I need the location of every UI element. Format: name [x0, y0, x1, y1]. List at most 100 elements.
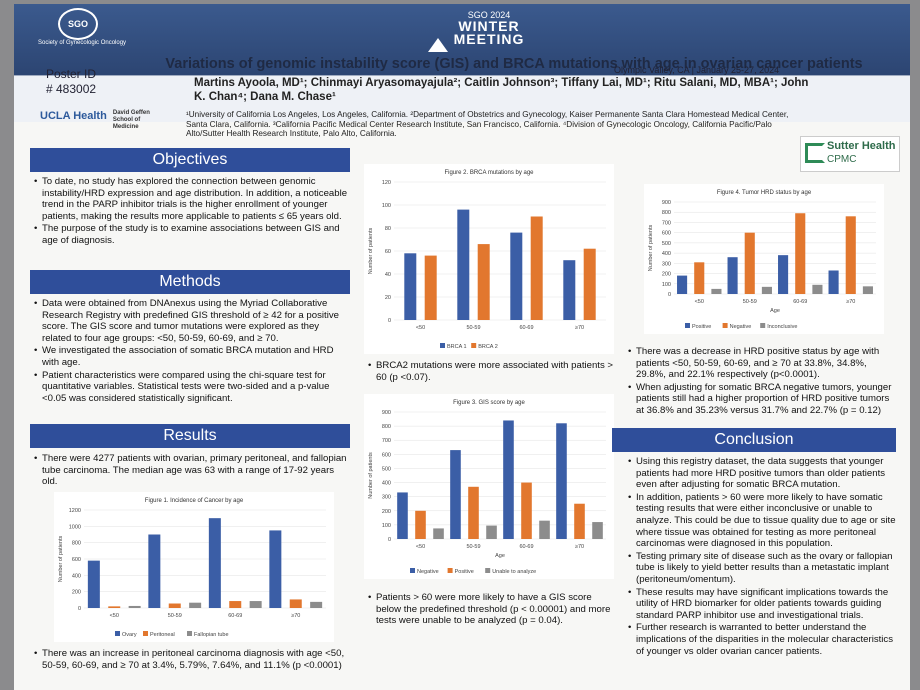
x-tick-label: 60-69: [519, 325, 533, 331]
bar-unable-to-analyze: [486, 525, 497, 539]
legend-swatch: [440, 343, 445, 348]
poster: SGO Society of Gynecologic Oncology SGO …: [14, 4, 910, 690]
bar-positive: [828, 270, 839, 294]
mountain-icon: [428, 38, 448, 52]
results-text: There were 4277 patients with ovarian, p…: [32, 453, 350, 489]
chart-title: Figure 1. Incidence of Cancer by age: [145, 498, 244, 504]
chart-title: Figure 2. BRCA mutations by age: [444, 170, 534, 176]
legend-label: Fallopian tube: [194, 632, 229, 638]
bar-brca-2: [530, 216, 543, 320]
y-tick-label: 700: [382, 438, 391, 444]
bar-positive: [415, 510, 426, 539]
bar-ovary: [208, 518, 221, 608]
sutter-logo: Sutter Health CPMC: [800, 136, 900, 172]
meeting-logo: SGO 2024 WINTER MEETING: [414, 10, 564, 52]
y-tick-label: 80: [385, 226, 391, 232]
y-tick-label: 300: [662, 261, 671, 267]
x-tick-label: ≥70: [291, 613, 300, 619]
y-tick-label: 900: [662, 200, 671, 206]
legend-swatch: [115, 631, 120, 636]
legend-swatch: [722, 323, 728, 328]
bar-brca-2: [424, 255, 437, 320]
legend-swatch: [187, 631, 192, 636]
legend-label: Ovary: [122, 632, 137, 638]
bar-ovary: [269, 530, 282, 608]
y-tick-label: 100: [662, 282, 671, 288]
bar-fallopian-tube: [310, 601, 323, 608]
results-heading: Results: [30, 424, 350, 448]
bar-inconclusive: [862, 286, 873, 294]
figure-3: Figure 3. GIS score by age 0 100 200 300 400 5…: [364, 394, 614, 579]
legend-swatch: [143, 631, 148, 636]
figure-3-note: Patients > 60 were more likely to have a…: [366, 592, 616, 628]
y-tick-label: 1000: [69, 524, 81, 530]
bar-negative: [503, 420, 514, 539]
bar-fallopian-tube: [189, 602, 202, 608]
bar-brca-2: [583, 248, 596, 320]
legend-label: Unable to analyze: [492, 569, 536, 575]
y-tick-label: 100: [382, 203, 391, 209]
y-tick-label: 600: [72, 557, 81, 563]
y-axis-label: Number of patients: [648, 225, 654, 272]
bar-peritoneal: [229, 601, 242, 608]
y-tick-label: 600: [382, 452, 391, 458]
chart-title: Figure 4. Tumor HRD status by age: [717, 190, 812, 196]
x-tick-label: 60-69: [228, 613, 242, 619]
bar-ovary: [87, 560, 100, 608]
poster-id: Poster ID # 483002: [46, 67, 97, 96]
x-tick-label: ≥70: [575, 325, 584, 331]
y-tick-label: 900: [382, 410, 391, 416]
bar-ovary: [148, 534, 161, 608]
y-tick-label: 400: [662, 251, 671, 257]
hrd-text: There was a decrease in HRD positive sta…: [626, 346, 898, 418]
bar-positive: [574, 503, 585, 539]
legend-label: Positive: [455, 569, 474, 575]
x-tick-label: <50: [110, 613, 119, 619]
y-tick-label: 400: [72, 573, 81, 579]
y-tick-label: 600: [662, 231, 671, 237]
figure-2-note: BRCA2 mutations were more associated wit…: [366, 360, 616, 384]
y-tick-label: 120: [382, 180, 391, 186]
x-axis-label: Age: [495, 553, 505, 559]
bar-negative: [795, 213, 806, 294]
y-tick-label: 60: [385, 249, 391, 255]
bar-peritoneal: [289, 599, 302, 608]
x-tick-label: <50: [416, 544, 425, 550]
y-tick-label: 20: [385, 295, 391, 301]
authors: Martins Ayoola, MD¹; Chinmayi Aryasomaya…: [194, 77, 809, 103]
methods-heading: Methods: [30, 270, 350, 294]
sutter-mark-icon: [805, 143, 825, 163]
bar-negative: [397, 492, 408, 539]
y-tick-label: 0: [388, 537, 391, 543]
x-tick-label: 50-59: [466, 325, 480, 331]
y-tick-label: 40: [385, 272, 391, 278]
bar-inconclusive: [761, 286, 772, 294]
y-tick-label: 0: [668, 292, 671, 298]
x-tick-label: 50-59: [466, 544, 480, 550]
x-tick-label: <50: [695, 299, 704, 305]
bar-brca-1: [510, 232, 523, 320]
y-tick-label: 800: [382, 424, 391, 430]
bar-negative: [845, 216, 856, 294]
legend-swatch: [685, 323, 690, 328]
bar-negative: [744, 232, 755, 294]
poster-header: SGO Society of Gynecologic Oncology SGO …: [14, 4, 910, 122]
y-axis-label: Number of patients: [368, 228, 374, 275]
objectives-text: To date, no study has explored the conne…: [32, 176, 350, 248]
bar-unable-to-analyze: [539, 520, 550, 539]
legend-swatch: [410, 568, 415, 573]
bar-positive: [521, 482, 532, 539]
legend-label: Negative: [730, 324, 752, 330]
legend-label: Positive: [692, 324, 711, 330]
x-tick-label: 50-59: [168, 613, 182, 619]
bar-negative: [694, 262, 705, 294]
bar-fallopian-tube: [249, 601, 262, 608]
legend-label: BRCA 2: [478, 344, 498, 350]
legend-swatch: [485, 568, 491, 573]
y-axis-label: Number of patients: [368, 452, 374, 499]
meeting-location: Olympic Valley, CA | January 25-27, 2024: [614, 65, 780, 75]
x-tick-label: ≥70: [575, 544, 584, 550]
bar-positive: [727, 257, 738, 294]
bar-peritoneal: [168, 603, 181, 608]
legend-label: Peritoneal: [150, 632, 175, 638]
